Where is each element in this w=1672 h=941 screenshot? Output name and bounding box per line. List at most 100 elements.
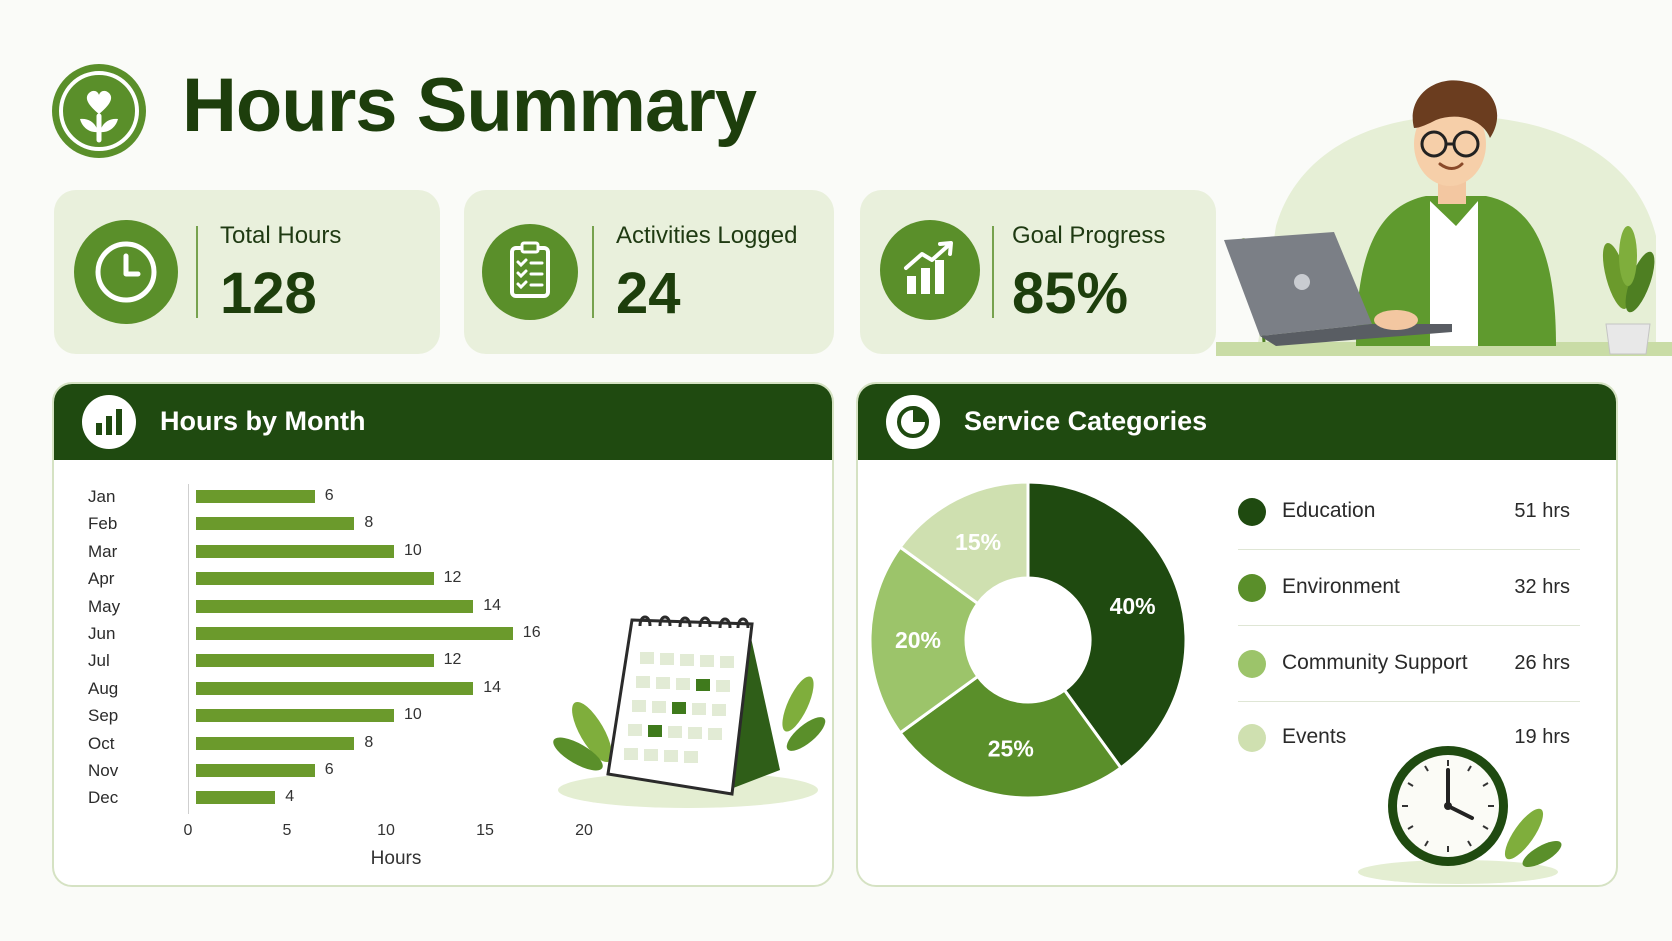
bar-value-label: 16 bbox=[522, 624, 541, 641]
bar-value-label: 10 bbox=[404, 706, 422, 724]
month-label: Apr bbox=[88, 569, 115, 589]
bar-feb bbox=[196, 517, 355, 531]
panel-header: Hours by Month bbox=[54, 384, 832, 460]
slice-environment bbox=[898, 674, 1123, 800]
bar-value-label: 6 bbox=[324, 487, 334, 504]
hours-by-month-chart: Jan 6 Feb 8 Mar 10 Apr 12 May 14 Jun 16 Jul 12 Aug 14 Se… bbox=[88, 484, 628, 869]
clock-icon bbox=[74, 220, 178, 324]
month-label: Nov bbox=[88, 761, 119, 780]
legend-item-education: Education 51 hrs bbox=[1238, 476, 1580, 550]
month-label: Oct bbox=[88, 733, 115, 753]
stat-card-goal-progress: Goal Progress 85% bbox=[860, 190, 1216, 354]
bar-jun bbox=[196, 627, 513, 640]
legend-value: 19 hrs bbox=[1514, 726, 1570, 748]
volunteer-illustration bbox=[1216, 56, 1672, 356]
bar-value-label: 12 bbox=[443, 651, 462, 669]
stat-divider bbox=[992, 226, 994, 318]
panel-header: Service Categories bbox=[858, 384, 1616, 460]
legend-swatch bbox=[1238, 574, 1266, 602]
bar-value-label: 14 bbox=[483, 678, 501, 696]
heart-sprout-icon bbox=[59, 71, 139, 151]
clock-illustration bbox=[1348, 734, 1578, 884]
x-tick-label: 15 bbox=[476, 822, 494, 839]
month-label: Sep bbox=[88, 706, 119, 726]
bar-jan bbox=[196, 490, 315, 503]
legend-item-environment: Environment 32 hrs bbox=[1238, 552, 1580, 626]
y-axis-line bbox=[188, 484, 189, 814]
growth-chart-icon bbox=[880, 220, 980, 320]
month-label: Feb bbox=[88, 514, 118, 534]
x-tick-label: 10 bbox=[377, 822, 395, 839]
slice-events bbox=[898, 480, 1030, 606]
service-categories-donut: 40% 25% 20% 15% bbox=[868, 480, 1188, 800]
bar-chart-icon bbox=[82, 395, 136, 449]
bar-nov bbox=[196, 764, 315, 777]
stat-value: 85% bbox=[1012, 261, 1129, 326]
legend-item-community-support: Community Support 26 hrs bbox=[1238, 628, 1580, 702]
month-label: May bbox=[88, 596, 121, 616]
legend-value: 51 hrs bbox=[1514, 500, 1570, 522]
divider bbox=[1238, 701, 1580, 702]
bar-value-label: 4 bbox=[285, 788, 295, 806]
stat-label: Activities Logged bbox=[616, 222, 798, 249]
x-tick-label: 5 bbox=[282, 822, 292, 839]
bar-value-label: 6 bbox=[324, 761, 334, 778]
bar-value-label: 12 bbox=[443, 569, 462, 587]
bar-value-label: 14 bbox=[483, 596, 501, 614]
legend-swatch bbox=[1238, 498, 1266, 526]
slice-percent-label: 40% bbox=[1110, 593, 1156, 619]
bar-jul bbox=[196, 654, 434, 668]
divider bbox=[1238, 549, 1580, 550]
stat-card-activities-logged: Activities Logged 24 bbox=[464, 190, 834, 354]
x-axis-title: Hours bbox=[370, 848, 422, 869]
stat-value: 128 bbox=[220, 261, 317, 326]
bar-sep bbox=[196, 709, 394, 723]
bar-value-label: 8 bbox=[364, 514, 374, 532]
bar-oct bbox=[196, 736, 355, 750]
stat-value: 24 bbox=[616, 261, 681, 326]
app-logo bbox=[52, 64, 146, 158]
slice-percent-label: 20% bbox=[895, 627, 941, 653]
stat-label: Goal Progress bbox=[1012, 222, 1166, 249]
legend-label: Events bbox=[1282, 725, 1347, 748]
divider bbox=[1238, 625, 1580, 626]
bar-may bbox=[196, 599, 474, 613]
bar-apr bbox=[196, 572, 434, 586]
x-tick-label: 0 bbox=[183, 822, 193, 839]
bar-value-label: 10 bbox=[404, 541, 422, 559]
bar-mar bbox=[196, 544, 394, 558]
x-tick-label: 20 bbox=[575, 822, 593, 839]
slice-community-support bbox=[868, 545, 980, 735]
month-label: Jun bbox=[88, 624, 116, 643]
slice-education bbox=[1026, 480, 1188, 770]
slice-percent-label: 25% bbox=[988, 736, 1034, 762]
month-label: Jan bbox=[88, 487, 116, 506]
legend-label: Environment bbox=[1282, 575, 1400, 598]
desk-calendar-icon bbox=[553, 615, 826, 808]
stat-divider bbox=[196, 226, 198, 318]
page-title: Hours Summary bbox=[182, 63, 757, 148]
panel-title: Hours by Month bbox=[160, 406, 366, 436]
stat-card-total-hours: Total Hours 128 bbox=[54, 190, 440, 354]
legend-swatch bbox=[1238, 724, 1266, 752]
legend-item-events: Events 19 hrs bbox=[1238, 702, 1580, 776]
month-label: Jul bbox=[88, 651, 110, 671]
legend-swatch bbox=[1238, 650, 1266, 678]
calendar-illustration bbox=[548, 594, 828, 814]
legend-value: 32 hrs bbox=[1514, 576, 1570, 598]
wall-clock-icon bbox=[1358, 746, 1562, 884]
legend-value: 26 hrs bbox=[1514, 652, 1570, 674]
bar-aug bbox=[196, 681, 474, 695]
stat-label: Total Hours bbox=[220, 222, 342, 249]
stat-divider bbox=[592, 226, 594, 318]
bar-dec bbox=[196, 791, 276, 805]
month-label: Aug bbox=[88, 678, 119, 698]
slice-percent-label: 15% bbox=[955, 529, 1001, 555]
legend-label: Education bbox=[1282, 499, 1376, 522]
service-categories-panel: Service Categories 40% 25% 20% 15% Educatio… bbox=[856, 382, 1618, 887]
legend-label: Community Support bbox=[1282, 651, 1468, 674]
hours-by-month-panel: Hours by Month Jan 6 Feb 8 Mar 10 Apr 12 May 14 Ju… bbox=[52, 382, 834, 887]
person-with-laptop-icon bbox=[1216, 80, 1672, 356]
month-label: Mar bbox=[88, 541, 118, 561]
panel-title: Service Categories bbox=[964, 406, 1208, 436]
